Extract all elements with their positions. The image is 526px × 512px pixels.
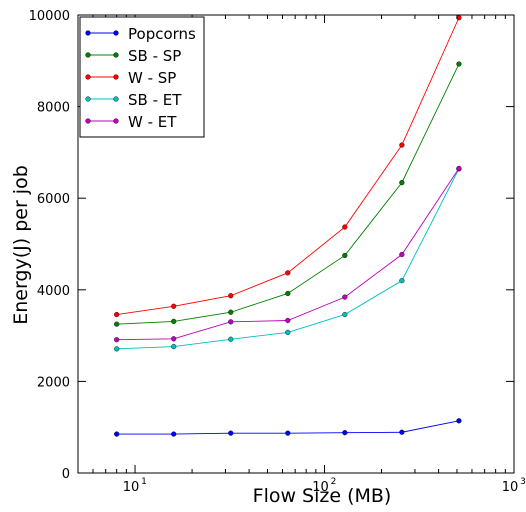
plot-area (77, 14, 515, 474)
legend-marker (85, 96, 91, 102)
y-axis-ticks: 0 2000 4000 6000 8000 10000 (29, 9, 514, 482)
data-point (228, 430, 234, 436)
data-point (228, 309, 234, 315)
x-tick-label: 10 (312, 480, 329, 495)
series-3 (114, 166, 462, 352)
y-tick-label: 2000 (37, 375, 70, 390)
series-1 (114, 61, 462, 327)
legend-marker (113, 74, 119, 80)
legend-label: SB - SP (128, 47, 181, 65)
y-tick-label: 6000 (37, 192, 70, 207)
legend-marker (85, 74, 91, 80)
data-point (342, 224, 348, 230)
data-point (114, 346, 120, 352)
data-point (285, 430, 291, 436)
data-point (399, 251, 405, 258)
series-line (116, 168, 460, 341)
data-point (399, 180, 405, 186)
data-point (399, 278, 405, 284)
y-tick-label: 8000 (37, 101, 70, 116)
data-point (114, 337, 120, 343)
data-point (285, 290, 291, 297)
legend-marker (113, 30, 119, 36)
data-point (285, 329, 291, 335)
data-point (285, 317, 291, 324)
legend-marker (85, 118, 91, 124)
y-tick-label: 4000 (37, 284, 70, 299)
legend-marker (113, 96, 119, 102)
data-point (228, 336, 234, 342)
data-point (228, 319, 234, 325)
series-4 (114, 165, 462, 343)
x-axis-label: Flow Size (MB) (253, 485, 392, 507)
data-point (456, 61, 462, 67)
series-layer (114, 15, 462, 437)
data-point (171, 336, 177, 342)
data-point (171, 318, 177, 325)
y-axis-label: Energy(J) per job (10, 165, 32, 325)
data-point (456, 418, 462, 424)
x-tick-label: 10 (502, 480, 519, 495)
plot-frame (77, 14, 515, 474)
legend-marker (113, 52, 119, 58)
series-0 (114, 418, 462, 437)
legend-label: SB - ET (128, 91, 182, 109)
data-point (114, 321, 120, 327)
data-point (171, 431, 177, 437)
x-tick-exponent: 2 (331, 477, 337, 487)
legend-marker (85, 30, 91, 36)
legend-marker (85, 52, 91, 58)
legend-label: W - SP (128, 69, 176, 87)
data-point (114, 311, 120, 318)
data-point (171, 303, 177, 309)
data-point (399, 142, 405, 148)
data-point (342, 311, 348, 318)
y-tick-label: 0 (62, 467, 70, 482)
legend: Popcorns SB - SP W - SP SB - ET W - ET (79, 16, 205, 138)
data-point (342, 294, 348, 300)
data-point (228, 293, 234, 299)
legend-label: W - ET (128, 113, 177, 131)
y-tick-label: 10000 (29, 9, 70, 24)
data-point (285, 270, 291, 276)
x-tick-exponent: 3 (520, 477, 526, 487)
legend-label: Popcorns (128, 25, 196, 43)
data-point (456, 165, 462, 172)
data-point (399, 429, 405, 435)
data-point (114, 431, 120, 437)
x-tick-label: 10 (123, 480, 140, 495)
series-2 (114, 15, 462, 318)
data-point (171, 343, 177, 350)
x-tick-exponent: 1 (141, 477, 147, 487)
data-point (342, 430, 348, 436)
data-point (342, 252, 348, 259)
legend-marker (113, 118, 119, 124)
